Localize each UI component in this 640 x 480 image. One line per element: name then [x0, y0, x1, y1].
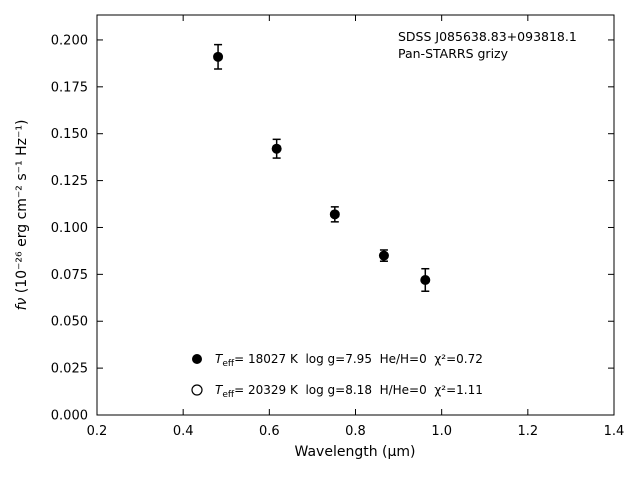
- data-point: [420, 274, 431, 285]
- x-axis-label: Wavelength (μm): [295, 444, 416, 460]
- y-tick-label: 0.200: [51, 33, 88, 48]
- legend-entry-model2-label: Teff= 20329 K log g=8.18 H/He=0 χ²=1.11: [215, 383, 483, 400]
- x-tick-label: 0.6: [259, 424, 280, 439]
- y-tick-label: 0.175: [51, 80, 88, 95]
- x-tick-label: 1.0: [431, 424, 452, 439]
- y-axis-label: fν (10⁻²⁶ erg cm⁻² s⁻¹ Hz⁻¹): [14, 120, 30, 311]
- y-tick-label: 0.025: [51, 362, 88, 377]
- object-id-annotation: SDSS J085638.83+093818.1: [398, 29, 577, 44]
- x-tick-label: 0.8: [345, 424, 366, 439]
- data-point: [329, 209, 340, 220]
- survey-annotation: Pan-STARRS grizy: [398, 46, 509, 61]
- y-tick-label: 0.000: [51, 409, 88, 424]
- x-tick-label: 1.4: [604, 424, 625, 439]
- x-tick-label: 1.2: [517, 424, 538, 439]
- y-tick-label: 0.125: [51, 174, 88, 189]
- legend: Teff= 18027 K log g=7.95 He/H=0 χ²=0.72 …: [191, 352, 483, 400]
- y-tick-label: 0.100: [51, 221, 88, 236]
- data-point: [271, 143, 282, 154]
- y-tick-label: 0.050: [51, 315, 88, 330]
- legend-marker-filled-circle-icon: [192, 354, 202, 364]
- legend-entry-model1-label: Teff= 18027 K log g=7.95 He/H=0 χ²=0.72: [215, 352, 483, 369]
- x-tick-label: 0.4: [173, 424, 194, 439]
- legend-marker-open-circle-icon: [191, 384, 203, 396]
- plot-dynamic-layer: 0.2 0.4 0.6 0.8 1.0 1.2 1.4 0.000 0.025 0.050 0.07…: [51, 15, 625, 439]
- data-point: [378, 250, 389, 261]
- data-point: [213, 51, 224, 62]
- y-tick-label: 0.150: [51, 127, 88, 142]
- y-tick-label: 0.075: [51, 268, 88, 283]
- x-tick-label: 0.2: [87, 424, 108, 439]
